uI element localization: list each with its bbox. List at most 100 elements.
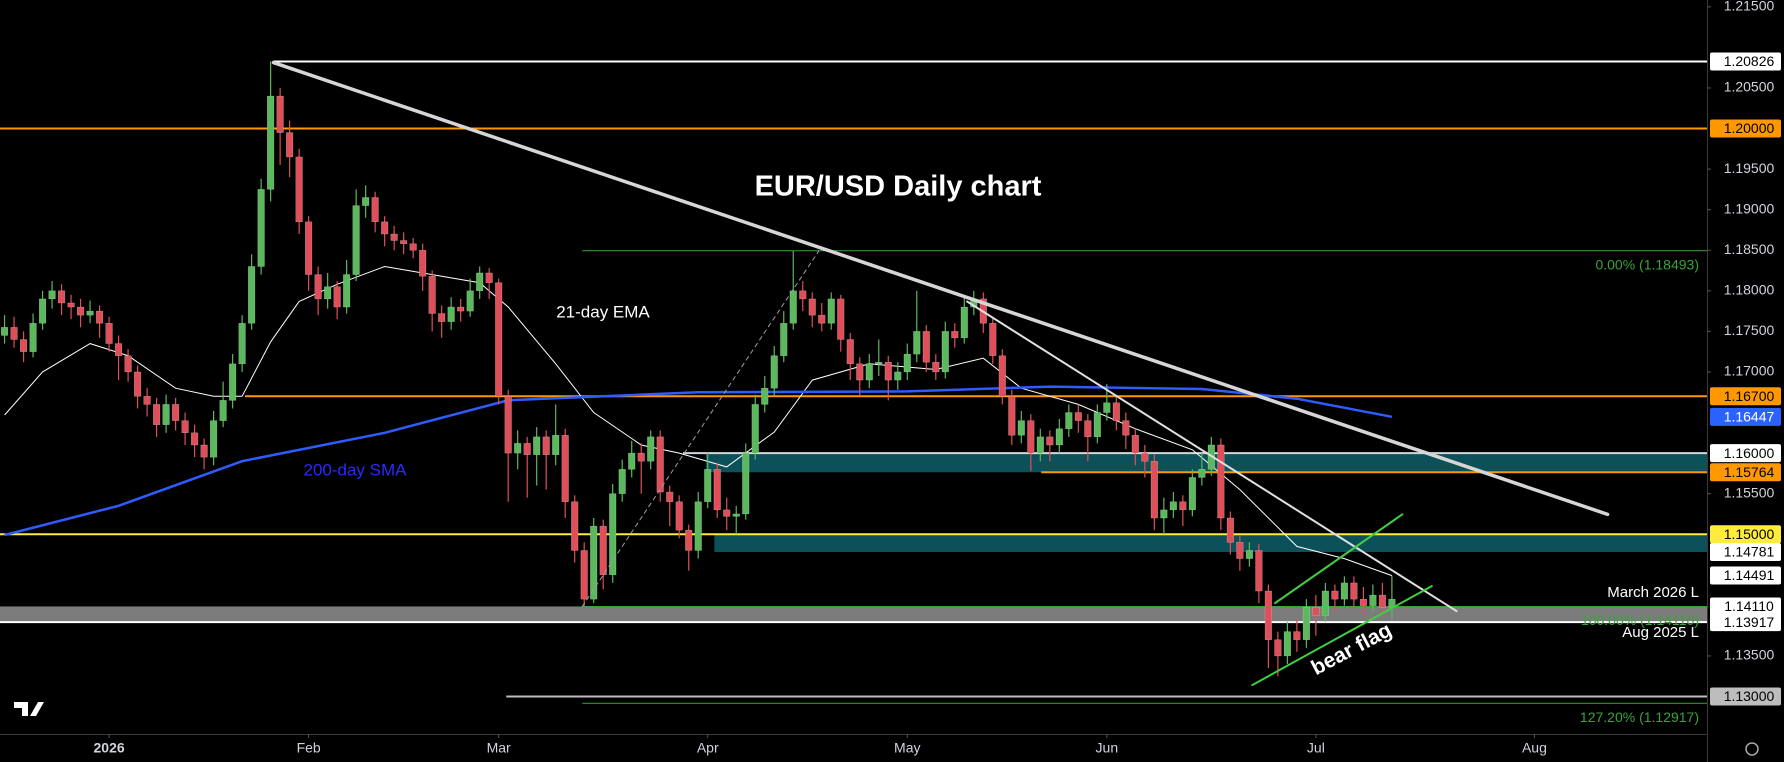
y-tick-label: 1.18500 xyxy=(1724,241,1775,257)
candle-body xyxy=(1074,412,1082,421)
candle-body xyxy=(400,240,408,244)
x-tick-label: Feb xyxy=(297,740,321,756)
candle-body xyxy=(257,189,265,267)
candle-body xyxy=(637,452,645,462)
candle-body xyxy=(799,290,807,300)
candle-body xyxy=(856,363,864,381)
candle-body xyxy=(1008,396,1016,436)
candle-body xyxy=(295,156,303,223)
candle-body xyxy=(1093,412,1101,438)
candle-body xyxy=(1236,542,1244,559)
trendline xyxy=(581,250,820,607)
candle-body xyxy=(561,435,569,502)
candle-body xyxy=(533,436,541,455)
candle-body xyxy=(580,550,588,600)
candle-body xyxy=(1179,501,1187,511)
candle-body xyxy=(447,306,455,322)
zone xyxy=(705,453,1707,473)
candle-body xyxy=(523,443,531,455)
price-label: 1.15764 xyxy=(1724,464,1775,480)
candle-body xyxy=(1226,517,1234,543)
candle-body xyxy=(286,132,294,158)
candle-body xyxy=(704,469,712,502)
price-label-bg xyxy=(1710,525,1781,544)
candle-body xyxy=(86,310,94,316)
candle-body xyxy=(1255,550,1263,592)
candle-body xyxy=(1084,420,1092,438)
trendline xyxy=(1274,513,1404,605)
candle-body xyxy=(1188,477,1196,511)
candle-body xyxy=(723,509,731,517)
candle-body xyxy=(1,327,9,336)
candle-body xyxy=(913,331,921,355)
candle-body xyxy=(1312,607,1320,616)
candle-body xyxy=(1112,402,1120,421)
settings-icon[interactable] xyxy=(1745,742,1759,756)
candle-body xyxy=(789,290,797,324)
candle-body xyxy=(1321,590,1329,616)
candle-body xyxy=(105,323,113,344)
candle-body xyxy=(846,339,854,365)
candle-body xyxy=(599,525,607,576)
candle-body xyxy=(1036,436,1044,454)
candle-body xyxy=(1046,436,1054,446)
candle-body xyxy=(609,493,617,576)
candle-body xyxy=(1169,501,1177,511)
candle-body xyxy=(143,396,151,405)
candle-body xyxy=(96,310,104,324)
x-tick-label: Aug xyxy=(1522,740,1547,756)
candle-body xyxy=(1217,444,1225,519)
candle-body xyxy=(29,323,37,352)
candle-body xyxy=(514,443,522,454)
y-tick-label: 1.18000 xyxy=(1724,282,1775,298)
candle-body xyxy=(922,331,930,363)
candle-body xyxy=(333,286,341,308)
candle-body xyxy=(1331,590,1339,600)
price-label: 1.16700 xyxy=(1724,388,1775,404)
candle-body xyxy=(666,491,674,502)
candle-body xyxy=(428,276,436,314)
price-label: 1.16447 xyxy=(1724,409,1775,425)
candle-body xyxy=(818,314,826,324)
price-label: 1.14781 xyxy=(1724,544,1775,560)
candle-body xyxy=(485,272,493,283)
candle-body xyxy=(751,404,759,454)
candle-body xyxy=(903,353,911,373)
y-tick-label: 1.20500 xyxy=(1724,79,1775,95)
price-label-bg xyxy=(1710,407,1781,426)
candle-body xyxy=(1302,607,1310,640)
trendline xyxy=(1251,585,1433,687)
candle-body xyxy=(248,266,256,324)
y-tick-label: 1.15500 xyxy=(1724,484,1775,500)
candle-body xyxy=(362,197,370,206)
candle-body xyxy=(115,343,123,356)
x-tick-label: Mar xyxy=(487,740,511,756)
candle-body xyxy=(552,435,560,455)
price-label-bg xyxy=(1710,444,1781,463)
zone xyxy=(0,606,1707,623)
candle-body xyxy=(172,404,180,421)
candle-body xyxy=(229,363,237,401)
candle-body xyxy=(1369,594,1377,606)
candle-body xyxy=(238,323,246,365)
plot-area: 0.00% (1.18493) 100.00% (1.14110) 127.20% … xyxy=(0,60,1707,725)
candle-body xyxy=(466,290,474,312)
candle-body xyxy=(305,221,313,275)
x-tick-label: Jun xyxy=(1096,740,1119,756)
candle-body xyxy=(1055,428,1063,446)
candle-body xyxy=(1378,594,1386,608)
price-label: 1.16000 xyxy=(1724,445,1775,461)
candle-body xyxy=(210,420,218,458)
price-label-bg xyxy=(1710,566,1781,585)
price-label: 1.20000 xyxy=(1724,120,1775,136)
candle-body xyxy=(1359,598,1367,606)
annotation: Aug 2025 L xyxy=(1622,624,1699,641)
candle-body xyxy=(58,290,66,304)
candle-body xyxy=(713,469,721,511)
candle-body xyxy=(694,501,702,551)
candle-body xyxy=(1340,582,1348,600)
chart-title: EUR/USD Daily chart xyxy=(755,171,1042,203)
candle-body xyxy=(381,221,389,235)
price-label: 1.13917 xyxy=(1724,614,1775,630)
